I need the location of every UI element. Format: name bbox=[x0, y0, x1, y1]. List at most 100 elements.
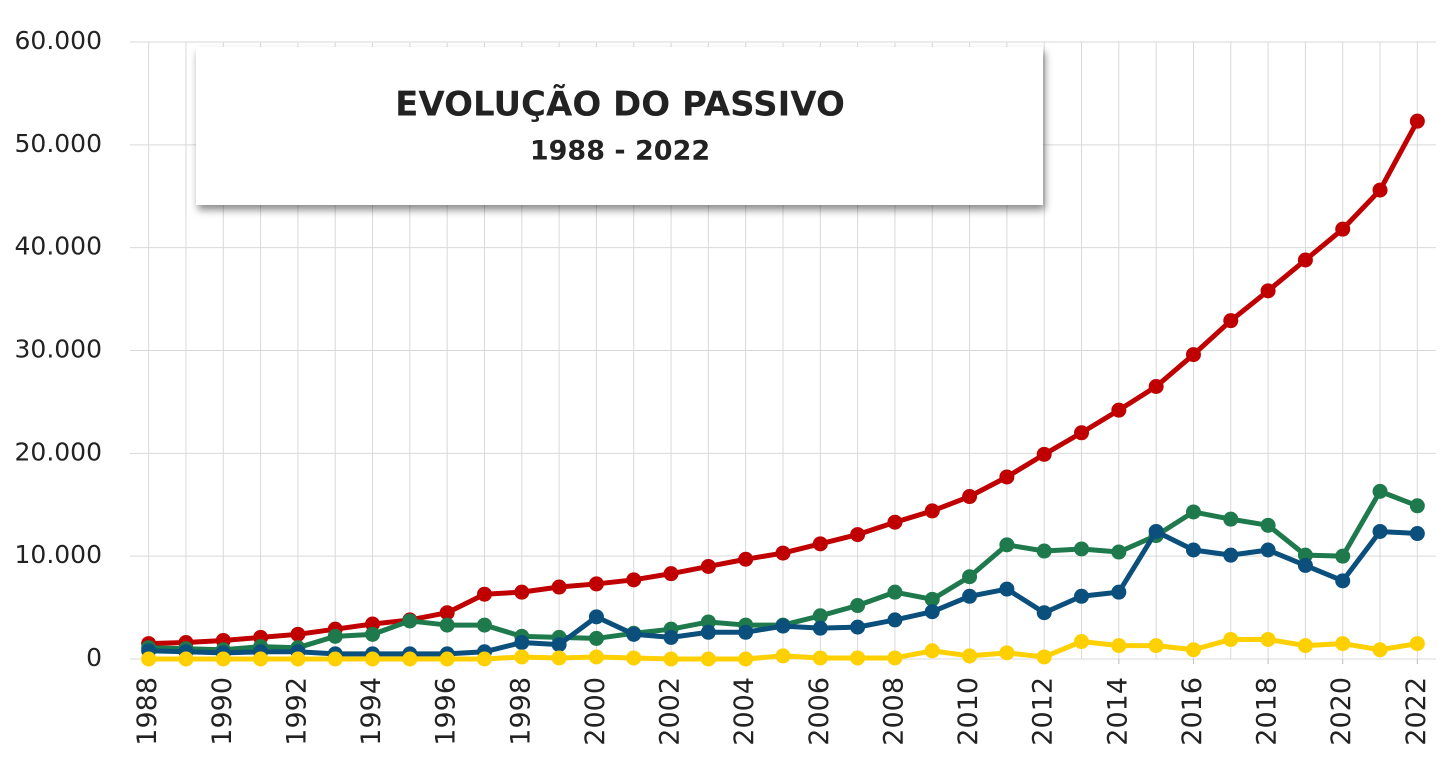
x-tick-label: 2008 bbox=[878, 677, 909, 746]
point bbox=[925, 643, 940, 658]
point bbox=[962, 648, 977, 663]
point bbox=[328, 629, 343, 644]
x-tick-label: 1994 bbox=[356, 677, 387, 746]
point bbox=[850, 620, 865, 635]
point bbox=[1335, 573, 1350, 588]
point bbox=[1261, 542, 1276, 557]
point bbox=[664, 630, 679, 645]
point bbox=[962, 589, 977, 604]
point bbox=[589, 576, 604, 591]
point bbox=[514, 649, 529, 664]
x-tick-label: 2000 bbox=[580, 677, 611, 746]
point bbox=[1149, 379, 1164, 394]
title-box-bg bbox=[196, 47, 1043, 205]
x-tick-label: 1988 bbox=[132, 677, 163, 746]
chart-subtitle: 1988 - 2022 bbox=[530, 136, 710, 167]
point bbox=[328, 652, 343, 667]
point bbox=[1373, 524, 1388, 539]
x-tick-label: 2016 bbox=[1177, 677, 1208, 746]
point bbox=[626, 572, 641, 587]
y-tick-label: 20.000 bbox=[15, 437, 102, 466]
x-tick-label: 1996 bbox=[431, 677, 462, 746]
x-tick-label: 1998 bbox=[505, 677, 536, 746]
point bbox=[1261, 518, 1276, 533]
point bbox=[141, 652, 156, 667]
x-tick-label: 2002 bbox=[655, 677, 686, 746]
point bbox=[365, 652, 380, 667]
point bbox=[1335, 222, 1350, 237]
point bbox=[1111, 403, 1126, 418]
y-tick-label: 0 bbox=[86, 643, 102, 672]
point bbox=[776, 648, 791, 663]
point bbox=[1186, 504, 1201, 519]
point bbox=[925, 503, 940, 518]
x-tick-label: 1992 bbox=[281, 677, 312, 746]
point bbox=[999, 537, 1014, 552]
point bbox=[290, 652, 305, 667]
point bbox=[1298, 253, 1313, 268]
y-tick-label: 10.000 bbox=[15, 540, 102, 569]
point bbox=[178, 652, 193, 667]
point bbox=[589, 609, 604, 624]
point bbox=[1373, 484, 1388, 499]
point bbox=[1410, 636, 1425, 651]
x-tick-label: 2004 bbox=[729, 677, 760, 746]
point bbox=[813, 536, 828, 551]
point bbox=[813, 621, 828, 636]
point bbox=[1074, 634, 1089, 649]
point bbox=[290, 627, 305, 642]
x-tick-label: 2020 bbox=[1326, 677, 1357, 746]
point bbox=[514, 585, 529, 600]
point bbox=[1111, 638, 1126, 653]
point bbox=[701, 652, 716, 667]
point bbox=[365, 627, 380, 642]
point bbox=[477, 652, 492, 667]
x-tick-label: 2014 bbox=[1102, 677, 1133, 746]
point bbox=[999, 582, 1014, 597]
point bbox=[552, 580, 567, 595]
point bbox=[1037, 544, 1052, 559]
point bbox=[253, 652, 268, 667]
point bbox=[1410, 498, 1425, 513]
point bbox=[1111, 545, 1126, 560]
y-tick-label: 30.000 bbox=[15, 335, 102, 364]
point bbox=[850, 598, 865, 613]
point bbox=[850, 650, 865, 665]
point bbox=[514, 635, 529, 650]
chart-title: EVOLUÇÃO DO PASSIVO bbox=[395, 84, 845, 125]
point bbox=[664, 652, 679, 667]
point bbox=[999, 469, 1014, 484]
point bbox=[1111, 585, 1126, 600]
point bbox=[1373, 183, 1388, 198]
point bbox=[440, 652, 455, 667]
x-tick-label: 2010 bbox=[953, 677, 984, 746]
point bbox=[440, 618, 455, 633]
x-tick-label: 2022 bbox=[1401, 677, 1432, 746]
point bbox=[1223, 313, 1238, 328]
point bbox=[1074, 425, 1089, 440]
point bbox=[1149, 524, 1164, 539]
chart: EVOLUÇÃO DO PASSIVO 1988 - 2022 0 10.000 2… bbox=[0, 0, 1455, 770]
point bbox=[1186, 542, 1201, 557]
point bbox=[738, 552, 753, 567]
point bbox=[626, 650, 641, 665]
point bbox=[589, 631, 604, 646]
point bbox=[1261, 632, 1276, 647]
point bbox=[701, 625, 716, 640]
point bbox=[1410, 526, 1425, 541]
point bbox=[1298, 638, 1313, 653]
point bbox=[1223, 512, 1238, 527]
point bbox=[1223, 548, 1238, 563]
point bbox=[1373, 642, 1388, 657]
x-tick-label: 2012 bbox=[1028, 677, 1059, 746]
point bbox=[1335, 549, 1350, 564]
point bbox=[1149, 638, 1164, 653]
point bbox=[999, 645, 1014, 660]
point bbox=[776, 619, 791, 634]
point bbox=[402, 613, 417, 628]
point bbox=[813, 650, 828, 665]
point bbox=[402, 652, 417, 667]
point bbox=[887, 650, 902, 665]
x-tick-label: 2018 bbox=[1252, 677, 1283, 746]
point bbox=[701, 559, 716, 574]
